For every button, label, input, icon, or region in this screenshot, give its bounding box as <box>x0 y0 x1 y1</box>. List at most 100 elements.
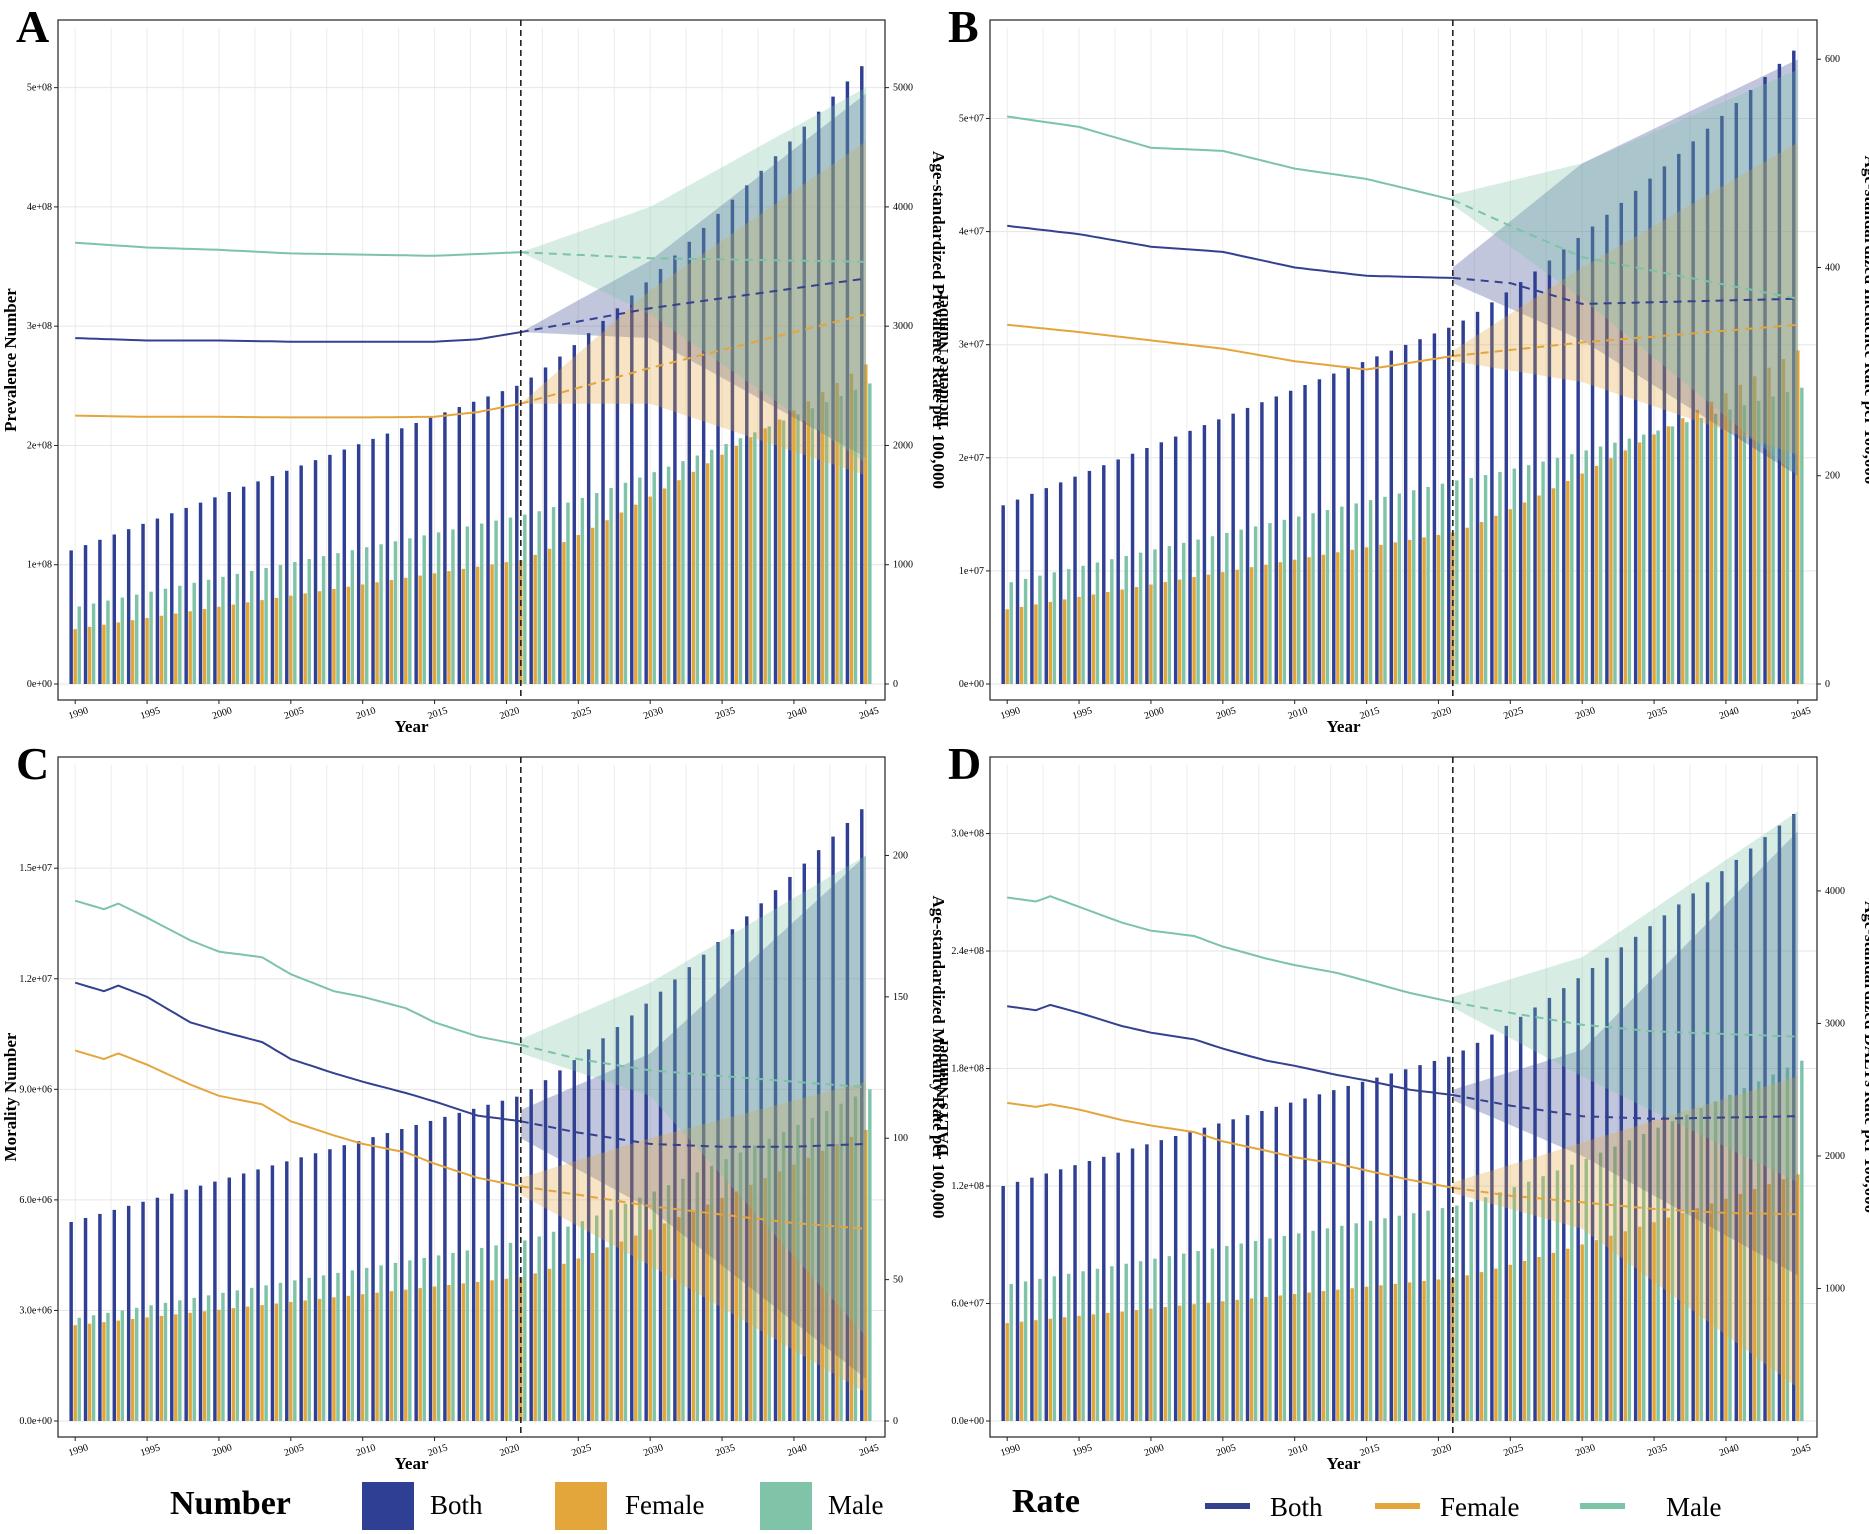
panel-c-label: C <box>16 738 49 789</box>
bar-both-2000 <box>1145 1144 1149 1421</box>
bar-female-2042 <box>1752 376 1757 684</box>
panel-b-rate-lines <box>1007 115 1798 371</box>
bar-female-2032 <box>677 1217 681 1421</box>
bar-male-2035 <box>1656 430 1660 684</box>
bar-both-1992 <box>1030 493 1034 684</box>
bar-female-2042 <box>820 392 825 684</box>
bar-both-2005 <box>1217 419 1221 684</box>
bar-female-1999 <box>1134 1310 1139 1421</box>
bar-both-2015 <box>428 417 433 684</box>
bar-both-1995 <box>1073 476 1077 684</box>
bar-female-2028 <box>1551 488 1556 684</box>
bar-male-2042 <box>1756 400 1761 684</box>
bar-female-2017 <box>1393 542 1398 684</box>
bar-male-2036 <box>1670 1121 1675 1421</box>
bar-female-2017 <box>1393 1283 1398 1421</box>
bar-male-2028 <box>1555 457 1560 684</box>
bar-both-2001 <box>227 492 232 684</box>
bar-male-2008 <box>336 1272 340 1421</box>
bar-female-2023 <box>547 1268 552 1421</box>
bar-male-2009 <box>1282 519 1287 684</box>
bar-both-2023 <box>543 1080 548 1421</box>
y-left-tick-label: 1.2e+08 <box>951 1181 984 1192</box>
x-tick-label: 2015 <box>427 705 449 722</box>
bar-female-2027 <box>605 1247 609 1421</box>
rate-line-female-observed <box>75 402 521 419</box>
panel-b-plot-frame <box>989 19 1818 701</box>
rate-line-both-observed <box>74 981 521 1123</box>
bar-male-2028 <box>1555 1170 1560 1421</box>
bar-male-2034 <box>1641 434 1646 684</box>
bar-male-2037 <box>1685 422 1689 684</box>
bar-male-2030 <box>1584 450 1588 684</box>
bar-male-2037 <box>753 1145 757 1421</box>
bar-male-2020 <box>1440 483 1445 684</box>
bar-both-2044 <box>1777 63 1782 685</box>
bar-both-2041 <box>1734 859 1739 1421</box>
bar-both-2037 <box>1677 153 1681 685</box>
bar-both-2016 <box>1375 1077 1379 1421</box>
y-right-tick-label: 1000 <box>893 560 913 571</box>
y-right-tick-label: 3000 <box>893 321 913 332</box>
bar-female-2041 <box>1738 1193 1743 1421</box>
bar-male-2003 <box>264 1285 268 1421</box>
bar-female-2022 <box>1465 527 1469 684</box>
bar-both-1991 <box>83 1217 88 1421</box>
bar-both-1997 <box>1102 465 1106 684</box>
x-tick-label: 2020 <box>498 705 520 722</box>
rate-line-male-observed <box>1007 895 1454 1004</box>
bar-male-2005 <box>1225 532 1229 684</box>
y-left-tick-label: 5e+08 <box>27 83 52 94</box>
bar-both-1993 <box>1044 488 1049 684</box>
bar-male-2032 <box>1613 442 1617 684</box>
y-left-tick-label: 6.0e+06 <box>19 1195 52 1206</box>
bar-male-2018 <box>479 523 484 684</box>
panel-d-label: D <box>948 738 981 789</box>
bar-male-2035 <box>724 444 728 684</box>
x-tick-label: 1990 <box>999 705 1021 722</box>
bar-male-2043 <box>839 395 843 684</box>
bar-female-2000 <box>1149 584 1153 684</box>
bar-female-1997 <box>1106 591 1110 684</box>
y-left-tick-label: 2e+07 <box>959 453 984 464</box>
bar-male-2035 <box>724 1159 728 1421</box>
bar-male-2013 <box>1340 1225 1344 1421</box>
bar-both-2044 <box>845 822 850 1421</box>
bar-male-2023 <box>551 507 556 684</box>
x-tick-label: 2045 <box>1790 705 1812 722</box>
bar-male-2037 <box>753 432 757 684</box>
bar-female-2004 <box>1206 1302 1211 1421</box>
y-left-tick-label: 4e+08 <box>27 202 52 213</box>
bar-both-2004 <box>1202 1127 1207 1421</box>
bar-female-2033 <box>1623 1231 1628 1421</box>
bar-both-2042 <box>816 850 821 1421</box>
x-tick-label: 2025 <box>1502 1442 1524 1459</box>
bar-male-2032 <box>681 1178 685 1421</box>
panel-a-y-left-title: Prevalence Number <box>1 288 20 432</box>
bar-female-2039 <box>1709 401 1714 684</box>
bar-both-2002 <box>241 1173 246 1421</box>
bar-male-1992 <box>1038 1278 1042 1421</box>
bar-both-2008 <box>1260 1110 1264 1421</box>
y-right-tick-label: 150 <box>893 992 908 1003</box>
bar-both-2034 <box>1633 936 1638 1421</box>
bar-female-2016 <box>447 1284 451 1421</box>
bar-both-2021 <box>515 1096 519 1421</box>
bar-both-2003 <box>1188 430 1192 684</box>
bar-both-2017 <box>457 1112 462 1421</box>
bar-female-2022 <box>533 554 537 684</box>
bar-both-2019 <box>486 396 490 684</box>
bar-female-2008 <box>1264 1296 1268 1421</box>
bar-male-2016 <box>1383 1218 1387 1421</box>
bar-female-2025 <box>1508 1264 1513 1421</box>
bar-male-2000 <box>221 576 225 684</box>
bar-female-2039 <box>1709 1203 1714 1421</box>
bar-female-1993 <box>116 622 121 684</box>
bar-female-2028 <box>1551 1252 1556 1421</box>
bar-female-2001 <box>1163 1307 1168 1421</box>
bar-female-2034 <box>705 463 710 684</box>
x-tick-label: 1990 <box>67 705 89 722</box>
bar-male-2024 <box>1498 1192 1502 1421</box>
bar-both-2018 <box>471 401 476 684</box>
bar-female-2036 <box>734 1191 739 1421</box>
